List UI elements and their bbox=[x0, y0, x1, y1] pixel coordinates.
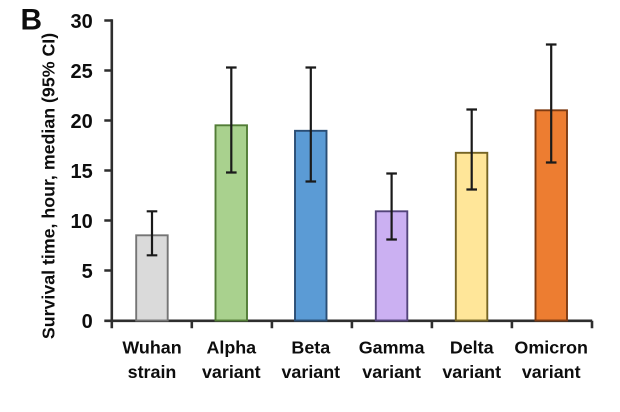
svg-text:variant: variant bbox=[362, 362, 421, 382]
svg-text:30: 30 bbox=[71, 11, 93, 33]
svg-text:B: B bbox=[21, 3, 43, 36]
svg-text:Delta: Delta bbox=[450, 338, 495, 358]
svg-text:Survival time, hour, median (9: Survival time, hour, median (95% CI) bbox=[39, 33, 59, 339]
svg-text:25: 25 bbox=[71, 61, 93, 83]
svg-text:variant: variant bbox=[281, 362, 340, 382]
svg-text:variant: variant bbox=[442, 362, 501, 382]
svg-text:10: 10 bbox=[71, 211, 93, 233]
svg-text:variant: variant bbox=[202, 362, 261, 382]
svg-text:20: 20 bbox=[71, 111, 93, 133]
svg-text:Omicron: Omicron bbox=[514, 338, 588, 358]
svg-text:strain: strain bbox=[128, 362, 177, 382]
svg-text:Wuhan: Wuhan bbox=[122, 338, 181, 358]
svg-text:Alpha: Alpha bbox=[206, 338, 257, 358]
svg-text:Beta: Beta bbox=[291, 338, 331, 358]
svg-text:Gamma: Gamma bbox=[359, 338, 426, 358]
svg-text:5: 5 bbox=[82, 261, 93, 283]
svg-text:15: 15 bbox=[71, 161, 93, 183]
svg-text:variant: variant bbox=[522, 362, 581, 382]
svg-text:0: 0 bbox=[82, 311, 93, 333]
